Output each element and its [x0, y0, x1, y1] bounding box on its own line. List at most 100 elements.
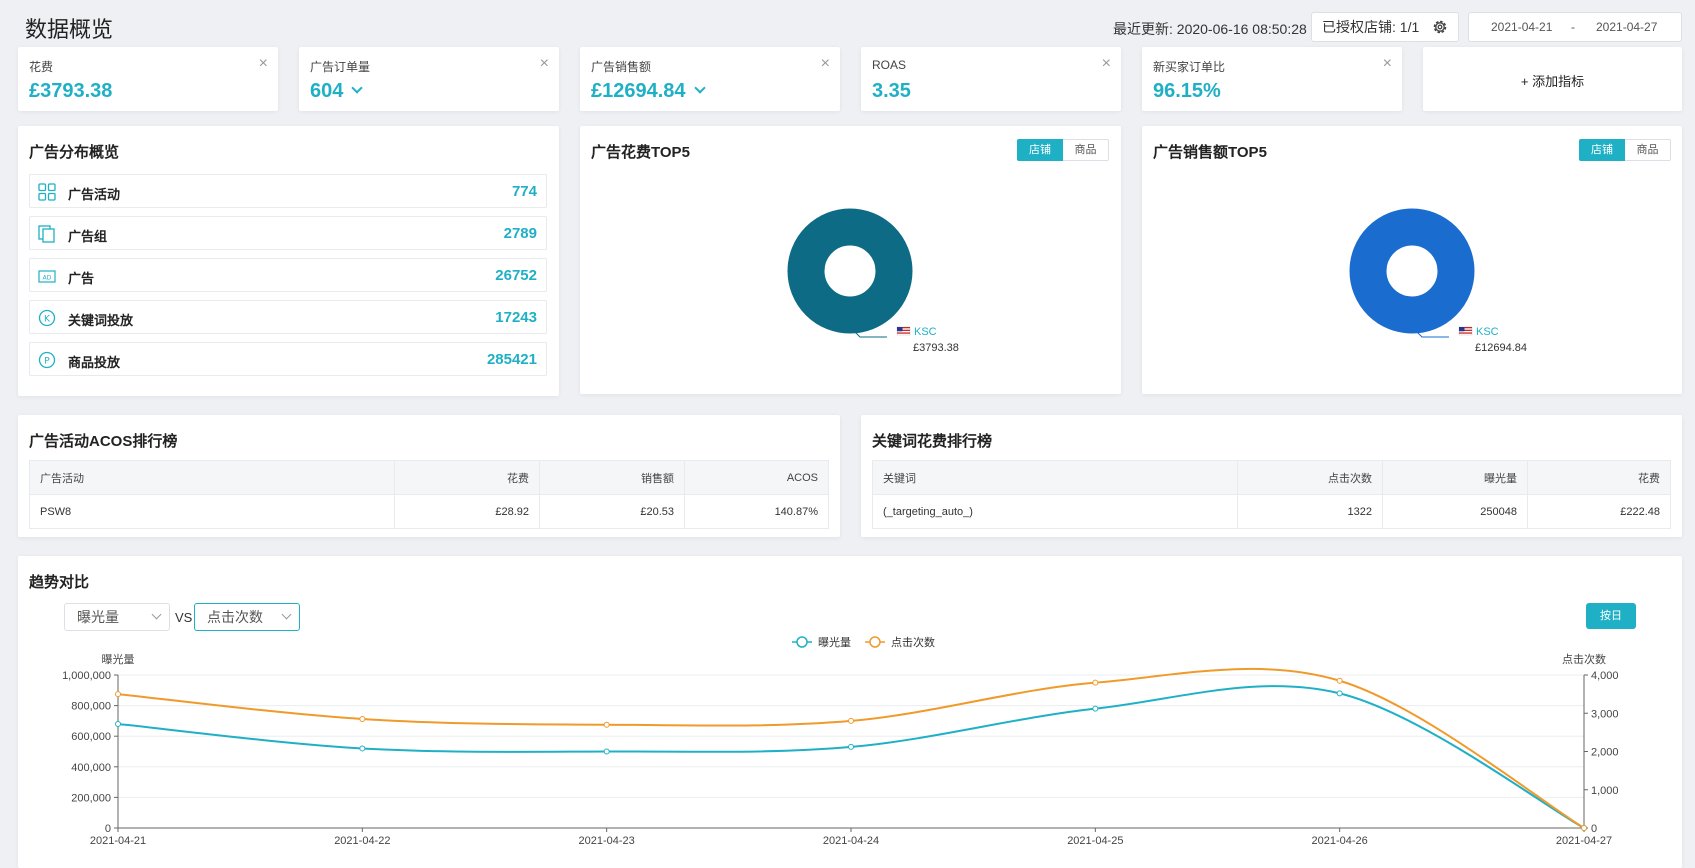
data-point [603, 748, 610, 755]
legend-leader-line [1411, 326, 1449, 338]
kpi-card-sales[interactable]: 广告销售额 × £12694.84 [580, 47, 840, 111]
y-tick-label-left: 800,000 [71, 701, 111, 713]
column-header[interactable]: 广告活动 [29, 460, 395, 495]
date-start: 2021-04-21 [1491, 20, 1553, 34]
data-point [359, 715, 366, 722]
legend-label: 曝光量 [818, 635, 851, 649]
y-tick-label-left: 1,000,000 [62, 670, 111, 682]
toggle-product[interactable]: 商品 [1063, 139, 1109, 161]
column-header[interactable]: ACOS [684, 460, 829, 495]
table-cell: 140.87% [684, 494, 829, 529]
keyword-ranking-card: 关键词花费排行榜 关键词 点击次数 曝光量 花费 (_targeting_aut… [861, 415, 1682, 537]
card-title: 广告销售额TOP5 [1153, 144, 1267, 161]
keyword-link[interactable]: (_targeting_auto_) [872, 494, 1238, 529]
kpi-card-new-buyer[interactable]: 新买家订单比 × 96.15% [1142, 47, 1402, 111]
donut-slice-ksc[interactable] [1349, 208, 1475, 334]
column-header[interactable]: 点击次数 [1237, 460, 1383, 495]
table-cell: £20.53 [539, 494, 685, 529]
card-title: 关键词花费排行榜 [872, 433, 993, 450]
distribution-label: 商品投放 [68, 355, 121, 370]
kpi-card-roas[interactable]: ROAS × 3.35 [861, 47, 1121, 111]
kpi-card-spend[interactable]: 花费 × £3793.38 [18, 47, 278, 111]
distribution-row-ads[interactable]: AD 广告 26752 [29, 258, 547, 292]
trend-line-chart: 0 200,000 400,000 600,000 800,000 1,000,000 0 1… [62, 635, 1619, 847]
legend-swatch-marker [869, 636, 881, 648]
campaign-link[interactable]: PSW8 [29, 494, 395, 529]
select-value: 点击次数 [207, 609, 263, 625]
y-tick-label-left: 0 [105, 823, 111, 835]
close-icon[interactable]: × [539, 55, 549, 72]
toggle-product[interactable]: 商品 [1625, 139, 1671, 161]
close-icon[interactable]: × [820, 55, 830, 72]
kpi-value: 604 [310, 80, 344, 102]
ad-distribution-card: 广告分布概览 广告活动 774 广告组 2789 AD 广告 26752 K 关… [18, 126, 559, 396]
acos-ranking-card: 广告活动ACOS排行榜 广告活动 花费 销售额 ACOS PSW8 £28.92… [18, 415, 840, 537]
kpi-value: 3.35 [872, 80, 911, 102]
toggle-store[interactable]: 店铺 [1579, 139, 1625, 161]
distribution-row-ad-groups[interactable]: 广告组 2789 [29, 216, 547, 250]
data-point [848, 717, 854, 724]
column-header[interactable]: 曝光量 [1382, 460, 1528, 495]
card-title: 广告活动ACOS排行榜 [29, 433, 178, 450]
date-separator: - [1571, 20, 1575, 34]
close-icon[interactable]: × [1382, 55, 1392, 72]
column-header[interactable]: 花费 [394, 460, 540, 495]
y-tick-label-right: 0 [1591, 823, 1597, 835]
x-tick-label: 2021-04-27 [1556, 835, 1612, 847]
legend-value: £12694.84 [1475, 342, 1527, 354]
data-point [115, 691, 121, 698]
update-label: 最近更新: [1113, 21, 1173, 37]
add-metric-label: + 添加指标 [1520, 74, 1585, 89]
date-range-picker[interactable]: 2021-04-21 - 2021-04-27 [1468, 12, 1682, 42]
distribution-row-campaigns[interactable]: 广告活动 774 [29, 174, 547, 208]
y-axis-title-left: 曝光量 [102, 652, 135, 666]
authorized-stores-selector[interactable]: 已授权店铺: 1/1 [1311, 12, 1459, 42]
by-day-button[interactable]: 按日 [1586, 603, 1636, 629]
y-tick-label-left: 400,000 [71, 762, 111, 774]
last-update: 最近更新: 2020-06-16 08:50:28 [1113, 19, 1307, 39]
metric-select-right[interactable]: 点击次数 [194, 603, 300, 631]
vs-label: VS [175, 610, 193, 625]
y-tick-label-right: 4,000 [1591, 670, 1619, 682]
chevron-down-icon[interactable] [351, 82, 364, 94]
y-axis-title-right: 点击次数 [1562, 652, 1606, 666]
distribution-label: 关键词投放 [68, 313, 134, 328]
spend-top5-card: 广告花费TOP5 店铺 商品 KSC £3793.38 [580, 126, 1121, 394]
close-icon[interactable]: × [258, 55, 268, 72]
kpi-card-orders[interactable]: 广告订单量 × 604 [299, 47, 559, 111]
column-header[interactable]: 花费 [1527, 460, 1671, 495]
metric-select-left[interactable]: 曝光量 [64, 603, 170, 631]
distribution-row-keywords[interactable]: K 关键词投放 17243 [29, 300, 547, 334]
gear-icon[interactable] [1432, 19, 1448, 35]
grid-icon [38, 183, 56, 201]
select-value: 曝光量 [77, 609, 119, 625]
kpi-label: 广告销售额 [591, 60, 652, 74]
toggle-store[interactable]: 店铺 [1017, 139, 1063, 161]
data-point [1336, 690, 1343, 697]
table-cell: £222.48 [1527, 494, 1671, 529]
distribution-value: 285421 [486, 351, 537, 368]
add-metric-button[interactable]: + 添加指标 [1423, 47, 1682, 111]
kpi-label: ROAS [872, 58, 907, 72]
distribution-value: 774 [511, 183, 537, 200]
kpi-label: 新买家订单比 [1153, 60, 1226, 74]
y-tick-label-right: 2,000 [1591, 747, 1619, 759]
table-row: PSW8 £28.92 £20.53 140.87% [29, 494, 829, 529]
table-header-row: 广告活动 花费 销售额 ACOS [29, 460, 829, 495]
close-icon[interactable]: × [1101, 55, 1111, 72]
x-tick-label: 2021-04-26 [1312, 835, 1368, 847]
store-product-toggle: 店铺 商品 [1579, 139, 1671, 161]
data-point [359, 745, 366, 752]
card-title: 广告分布概览 [29, 144, 120, 161]
column-header[interactable]: 销售额 [539, 460, 685, 495]
kpi-value-wrap: £12694.84 [591, 80, 706, 103]
column-header[interactable]: 关键词 [872, 460, 1238, 495]
card-title: 广告花费TOP5 [591, 144, 690, 161]
acos-table: 广告活动 花费 销售额 ACOS PSW8 £28.92 £20.53 140.… [29, 460, 829, 529]
trend-card: 趋势对比 曝光量 VS 点击次数 按日 0 200,000 400,000 600,0… [18, 556, 1682, 868]
distribution-label: 广告组 [68, 229, 108, 244]
distribution-row-products[interactable]: P 商品投放 285421 [29, 342, 547, 376]
chevron-down-icon[interactable] [693, 82, 706, 94]
legend-name: KSC [914, 326, 937, 338]
donut-slice-ksc[interactable] [787, 208, 913, 334]
